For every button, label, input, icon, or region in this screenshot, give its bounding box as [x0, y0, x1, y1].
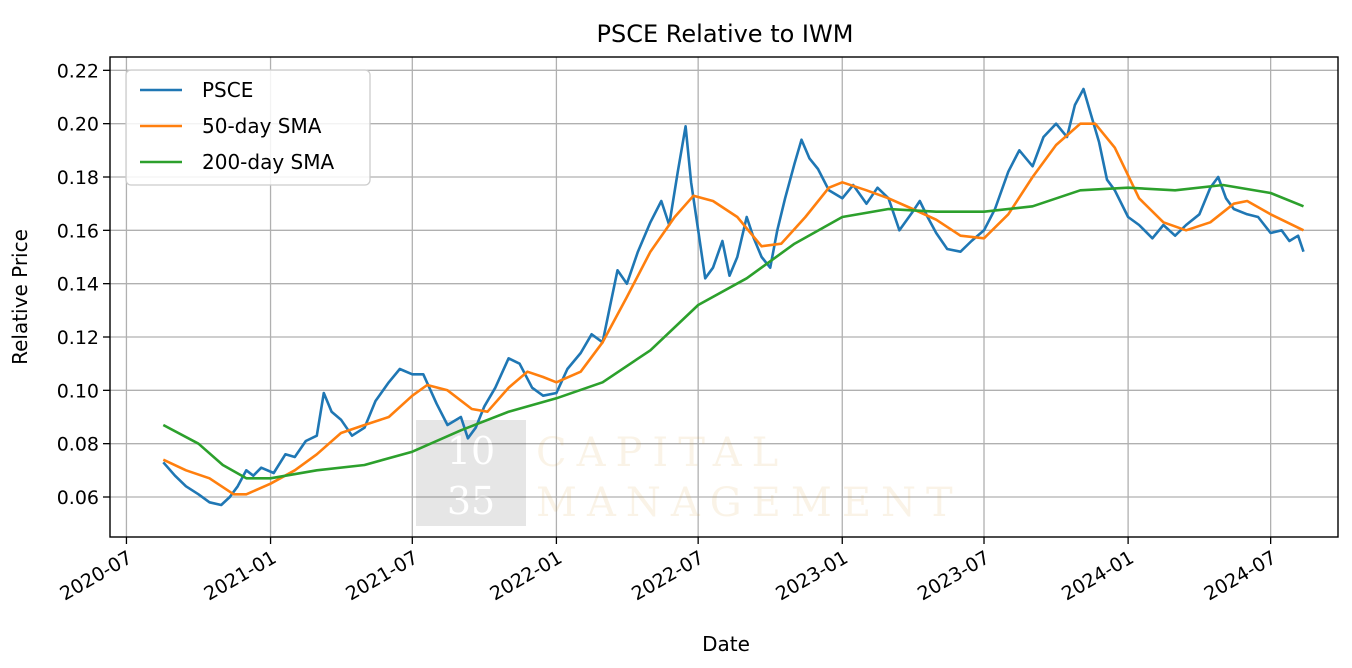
series-line-psce: [162, 87, 1305, 507]
plot-area: [109, 56, 1339, 538]
watermark-logo-bottom: 35: [447, 479, 495, 523]
y-tick-label: 0.14: [57, 274, 99, 296]
series-layer: [162, 87, 1305, 507]
chart-title: PSCE Relative to IWM: [597, 20, 854, 48]
y-axis: 0.06 0.08 0.10 0.12 0.14 0.16 0.18 0.20 0.22: [57, 60, 110, 509]
y-tick-label: 0.18: [57, 167, 99, 189]
legend-label-psce: PSCE: [202, 78, 253, 102]
legend-label-200-day-sma: 200-day SMA: [202, 150, 334, 174]
legend-box: [125, 69, 371, 186]
y-tick-label: 0.12: [57, 327, 99, 349]
legend: PSCE 50-day SMA 200-day SMA: [125, 69, 371, 186]
y-axis-label: Relative Price: [8, 229, 32, 365]
y-tick-label: 0.08: [57, 434, 99, 456]
y-tick-label: 0.20: [57, 114, 99, 136]
watermark-logo-box: [416, 420, 526, 526]
y-tick-label: 0.22: [57, 60, 99, 82]
y-tick-label: 0.16: [57, 220, 99, 242]
series-line-200-day-sma: [162, 183, 1304, 480]
y-tick-label: 0.06: [57, 487, 99, 509]
x-axis-label: Date: [702, 632, 750, 656]
watermark: 10 35 CAPITAL MANAGEMENT: [416, 420, 963, 526]
watermark-line1: CAPITAL: [536, 430, 788, 476]
watermark-line2: MANAGEMENT: [536, 480, 963, 526]
series-line-50-day-sma: [162, 122, 1305, 496]
legend-label-50-day-sma: 50-day SMA: [202, 114, 322, 138]
y-tick-label: 0.10: [57, 380, 99, 402]
watermark-logo-top: 10: [447, 429, 495, 473]
